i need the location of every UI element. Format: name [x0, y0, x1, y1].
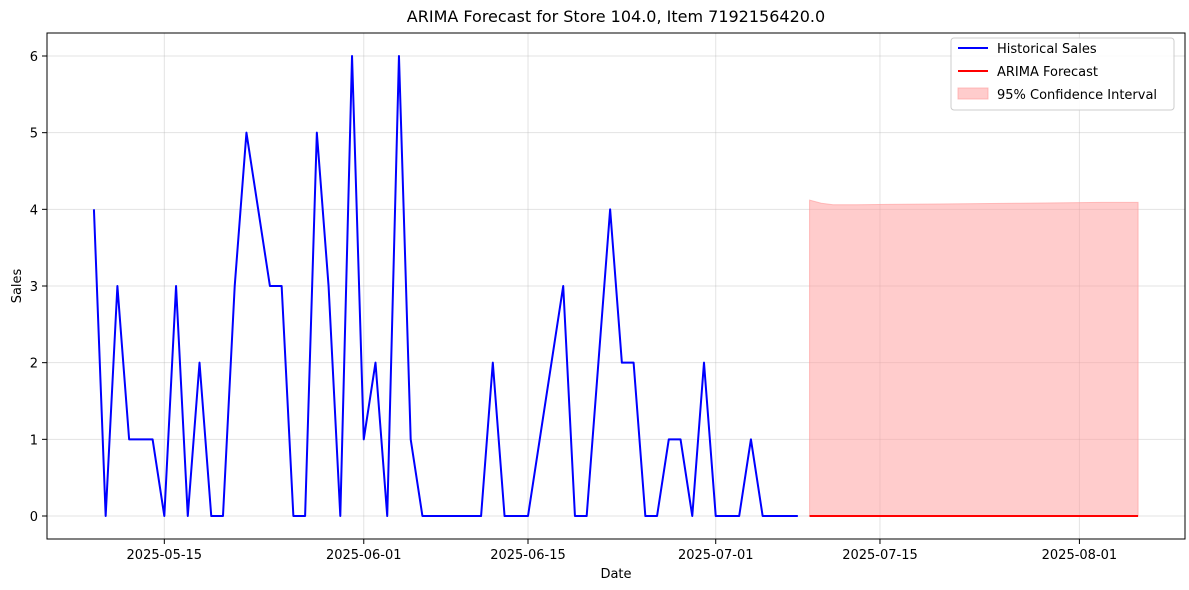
x-tick-label: 2025-05-15 [127, 548, 203, 563]
historical-sales-line [92, 55, 798, 517]
legend-label-forecast: ARIMA Forecast [997, 65, 1098, 80]
y-tick-label: 6 [30, 50, 38, 65]
chart-title: ARIMA Forecast for Store 104.0, Item 719… [407, 7, 825, 26]
x-tick-label: 2025-07-15 [842, 548, 918, 563]
series-lines-layer [92, 55, 1139, 517]
y-axis-ticks: 0 1 2 3 4 5 6 [30, 50, 47, 525]
legend-swatch-ci [957, 87, 989, 100]
confidence-interval-band [809, 199, 1139, 517]
y-tick-label: 4 [30, 203, 38, 218]
y-tick-label: 2 [30, 357, 38, 372]
legend-box [950, 37, 1175, 111]
x-tick-label: 2025-06-15 [490, 548, 566, 563]
legend: Historical Sales ARIMA Forecast 95% Conf… [950, 37, 1175, 111]
legend-label-ci: 95% Confidence Interval [997, 88, 1157, 103]
x-tick-label: 2025-06-01 [326, 548, 402, 563]
confidence-interval-layer [809, 199, 1139, 517]
y-tick-label: 0 [30, 510, 38, 525]
y-tick-label: 3 [30, 280, 38, 295]
legend-label-historical: Historical Sales [997, 42, 1097, 57]
x-tick-label: 2025-07-01 [678, 548, 754, 563]
x-tick-label: 2025-08-01 [1042, 548, 1118, 563]
y-tick-label: 5 [30, 127, 38, 142]
y-axis-label: Sales [10, 268, 25, 303]
y-tick-label: 1 [30, 433, 38, 448]
x-axis-ticks: 2025-05-15 2025-06-01 2025-06-15 2025-07-01… [127, 539, 1118, 563]
x-axis-label: Date [600, 567, 631, 582]
